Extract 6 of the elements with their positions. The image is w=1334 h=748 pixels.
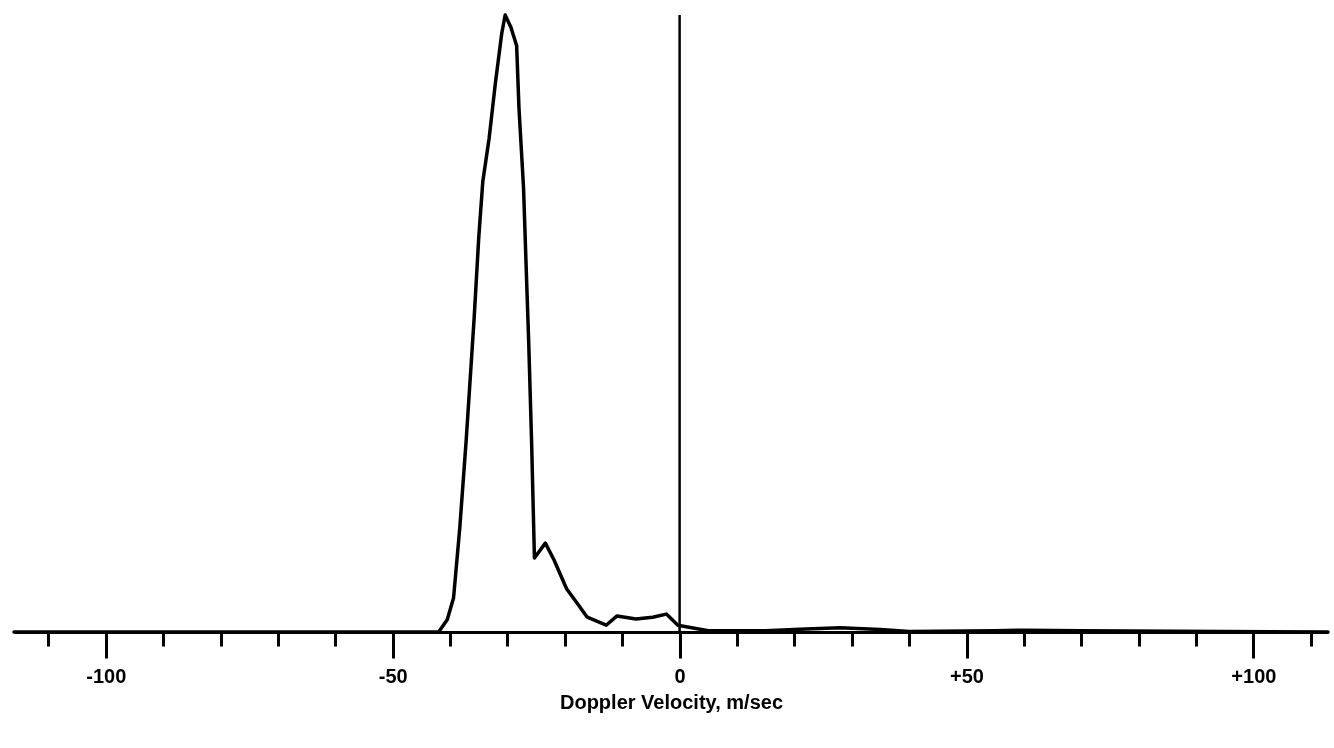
x-tick-label: -100 <box>86 664 127 687</box>
x-tick-label: +100 <box>1231 664 1277 687</box>
x-tick-label: -50 <box>378 664 408 687</box>
x-tick-label: 0 <box>674 664 686 687</box>
x-tick-label: +50 <box>950 664 984 687</box>
x-axis-title: Doppler Velocity, m/sec <box>559 690 784 713</box>
